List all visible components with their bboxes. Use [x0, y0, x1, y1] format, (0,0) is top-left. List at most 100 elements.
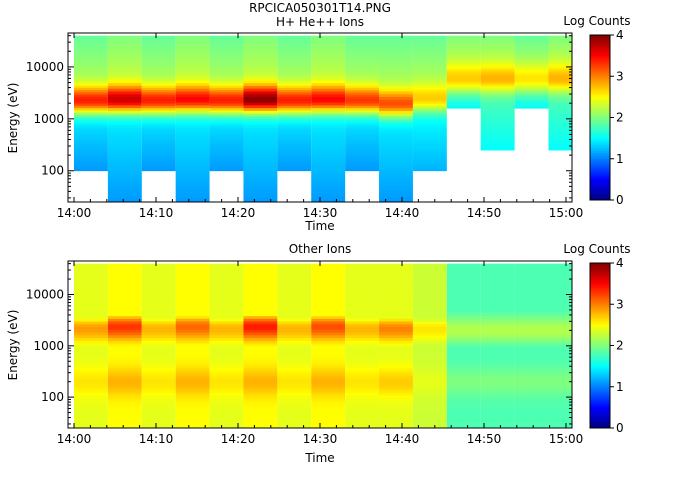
heatmap-cell	[379, 299, 413, 303]
heatmap-cell	[243, 96, 278, 100]
heatmap-cell	[379, 381, 413, 385]
heatmap-cell	[243, 334, 278, 338]
heatmap-cell	[412, 60, 447, 64]
heatmap-cell	[74, 362, 108, 366]
heatmap-cell	[175, 104, 210, 109]
heatmap-cell	[311, 282, 346, 286]
heatmap-cell	[277, 337, 312, 341]
heatmap-cell	[345, 395, 380, 399]
heatmap-cell	[175, 102, 210, 106]
heatmap-cell	[412, 161, 447, 165]
heatmap-cell	[480, 406, 515, 410]
heatmap-cell	[141, 105, 176, 109]
heatmap-cell	[514, 98, 549, 101]
heatmap-cell	[243, 274, 278, 278]
heatmap-cell	[243, 364, 278, 369]
heatmap-cell	[141, 403, 176, 407]
heatmap-cell	[480, 37, 515, 40]
heatmap-cell	[175, 326, 210, 330]
heatmap-cell	[412, 392, 447, 396]
heatmap-cell	[514, 362, 549, 366]
heatmap-cell	[311, 403, 346, 407]
heatmap-cell	[311, 315, 346, 319]
heatmap-cell	[141, 419, 176, 423]
heatmap-cell	[514, 104, 549, 107]
heatmap-cell	[446, 68, 481, 70]
heatmap-cell	[243, 135, 278, 139]
heatmap-cell	[175, 406, 210, 410]
heatmap-cell	[548, 121, 572, 124]
heatmap-cell	[277, 348, 312, 352]
heatmap-cell	[74, 345, 108, 349]
heatmap-sweep	[379, 263, 413, 429]
heatmap-cell	[209, 166, 244, 169]
heatmap-cell	[141, 293, 176, 297]
heatmap-cell	[446, 384, 481, 388]
heatmap-cell	[379, 367, 413, 371]
heatmap-cell	[412, 307, 447, 311]
heatmap-cell	[175, 49, 210, 53]
heatmap-cell	[175, 141, 210, 145]
heatmap-cell	[345, 280, 380, 284]
heatmap-cell	[548, 83, 572, 86]
heatmap-cell	[175, 334, 210, 338]
heatmap-cell	[379, 329, 413, 333]
heatmap-cell	[379, 49, 413, 53]
heatmap-sweep	[74, 35, 108, 172]
heatmap-cell	[175, 193, 210, 197]
heatmap-cell	[379, 318, 413, 322]
heatmap-cell	[277, 375, 312, 380]
heatmap-cell	[277, 44, 312, 48]
heatmap-cell	[243, 291, 278, 295]
heatmap-cell	[311, 411, 346, 415]
heatmap-cell	[514, 76, 549, 79]
heatmap-cell	[141, 397, 176, 401]
heatmap-cell	[379, 414, 413, 418]
heatmap-cell	[345, 359, 380, 363]
heatmap-cell	[277, 343, 312, 347]
heatmap-cell	[412, 136, 447, 140]
colorbar-swatch	[590, 417, 610, 421]
heatmap-cell	[412, 152, 447, 156]
heatmap-cell	[446, 96, 481, 98]
colorbar-swatch	[590, 70, 610, 73]
heatmap-cell	[175, 395, 210, 399]
heatmap-cell	[412, 288, 447, 292]
heatmap-cell	[243, 179, 278, 183]
heatmap-cell	[480, 395, 515, 399]
heatmap-cell	[480, 312, 515, 317]
heatmap-cell	[345, 123, 380, 127]
heatmap-cell	[345, 332, 380, 336]
colorbar-swatch	[590, 94, 610, 98]
heatmap-cell	[209, 375, 244, 380]
heatmap-cell	[345, 136, 380, 140]
heatmap-cell	[141, 425, 176, 429]
heatmap-cell	[74, 82, 108, 86]
heatmap-cell	[277, 345, 312, 349]
heatmap-cell	[480, 94, 515, 98]
colorbar-swatch	[590, 419, 610, 423]
heatmap-cell	[345, 154, 380, 158]
heatmap-cell	[480, 304, 515, 308]
heatmap-cell	[107, 82, 142, 86]
colorbar-swatch	[590, 421, 610, 425]
heatmap-cell	[107, 307, 142, 311]
heatmap-cell	[311, 406, 346, 410]
heatmap-cell	[446, 419, 481, 423]
heatmap-cell	[141, 94, 176, 97]
x-tick-label: 14:30	[303, 432, 338, 446]
heatmap-cell	[209, 145, 244, 149]
heatmap-cell	[514, 82, 549, 85]
heatmap-cell	[74, 266, 108, 270]
heatmap-cell	[379, 315, 413, 319]
heatmap-cell	[277, 109, 312, 113]
heatmap-cell	[243, 266, 278, 270]
heatmap-cell	[514, 88, 549, 91]
heatmap-cell	[243, 157, 278, 161]
colorbar-swatch	[590, 101, 610, 104]
heatmap-cell	[446, 321, 481, 325]
colorbar-swatch	[590, 271, 610, 274]
heatmap-cell	[243, 171, 278, 175]
heatmap-cell	[480, 340, 515, 344]
heatmap-cell	[175, 124, 210, 128]
